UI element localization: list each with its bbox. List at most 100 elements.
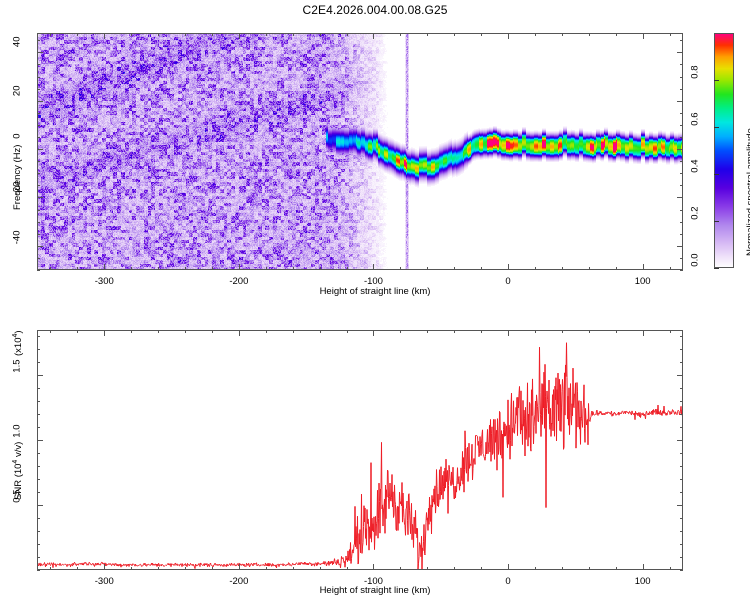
major-x-tick: [104, 33, 106, 39]
major-y-tick: [37, 100, 43, 102]
minor-x-tick: [211, 33, 213, 36]
minor-x-tick: [50, 33, 52, 36]
minor-x-tick: [400, 267, 402, 270]
minor-x-tick: [561, 267, 563, 270]
minor-y-tick: [680, 466, 683, 468]
minor-y-tick: [37, 466, 40, 468]
major-x-tick: [508, 264, 510, 270]
minor-x-tick: [346, 267, 348, 270]
major-x-tick: [642, 264, 644, 270]
colorbar-label: Normalized spectral amplitude: [745, 128, 750, 256]
minor-x-tick: [454, 330, 456, 333]
minor-x-tick: [454, 567, 456, 570]
minor-y-tick: [680, 173, 683, 175]
spectrogram-image: [37, 33, 683, 270]
minor-x-tick: [588, 33, 590, 36]
minor-y-tick: [680, 233, 683, 235]
minor-y-tick: [680, 76, 683, 78]
snr-x-axis-label: Height of straight line (km): [319, 585, 431, 596]
minor-y-tick: [37, 233, 40, 235]
minor-y-tick: [680, 88, 683, 90]
spectrogram-y-axis-label: Frequency (Hz): [12, 144, 23, 210]
minor-y-tick: [37, 124, 40, 126]
major-y-tick: [677, 245, 683, 247]
spectrogram-x-axis-label: Height of straight line (km): [319, 286, 431, 297]
minor-x-tick: [131, 33, 133, 36]
minor-x-tick: [481, 567, 483, 570]
colorbar-tick: [714, 268, 719, 269]
x-tick-label: 100: [634, 276, 651, 287]
minor-y-tick: [680, 570, 683, 571]
colorbar-tick-label: 0.6: [689, 112, 701, 126]
x-tick-label: 0: [505, 276, 511, 287]
minor-x-tick: [561, 33, 563, 36]
minor-x-tick: [185, 267, 187, 270]
minor-x-tick: [185, 33, 187, 36]
minor-x-tick: [561, 330, 563, 333]
minor-x-tick: [346, 33, 348, 36]
minor-y-tick: [680, 479, 683, 481]
major-y-tick: [677, 440, 683, 442]
minor-x-tick: [185, 330, 187, 333]
minor-x-tick: [319, 330, 321, 333]
minor-y-tick: [680, 257, 683, 259]
major-y-tick: [677, 52, 683, 54]
colorbar-tick-label: 0.2: [689, 206, 701, 220]
minor-x-tick: [319, 267, 321, 270]
minor-y-tick: [37, 185, 40, 187]
colorbar-tick: [714, 127, 719, 128]
minor-x-tick: [588, 567, 590, 570]
minor-x-tick: [77, 330, 79, 333]
minor-y-tick: [680, 221, 683, 223]
minor-x-tick: [77, 33, 79, 36]
x-tick-label: -200: [229, 276, 249, 287]
colorbar-tick-label: 0.8: [689, 65, 701, 79]
minor-y-tick: [37, 136, 40, 138]
minor-x-tick: [669, 330, 671, 333]
x-tick-label: -100: [363, 576, 383, 587]
minor-x-tick: [615, 33, 617, 36]
minor-y-tick: [680, 557, 683, 559]
minor-x-tick: [400, 330, 402, 333]
major-x-tick: [642, 33, 644, 39]
y-tick-label: 1.5: [11, 359, 23, 374]
minor-y-tick: [680, 401, 683, 403]
minor-x-tick: [615, 330, 617, 333]
minor-x-tick: [292, 567, 294, 570]
minor-y-tick: [37, 270, 40, 271]
minor-x-tick: [158, 33, 160, 36]
minor-x-tick: [265, 267, 267, 270]
major-x-tick: [508, 564, 510, 570]
minor-x-tick: [588, 330, 590, 333]
y-tick-label: 20: [11, 85, 23, 96]
major-x-tick: [104, 330, 106, 336]
major-x-tick: [104, 264, 106, 270]
minor-x-tick: [561, 567, 563, 570]
minor-x-tick: [50, 267, 52, 270]
major-y-tick: [37, 149, 43, 151]
colorbar-gradient: [714, 33, 734, 268]
minor-y-tick: [37, 453, 40, 455]
minor-x-tick: [427, 567, 429, 570]
minor-x-tick: [292, 330, 294, 333]
minor-y-tick: [680, 209, 683, 211]
minor-y-tick: [37, 76, 40, 78]
major-x-tick: [373, 33, 375, 39]
minor-y-tick: [680, 414, 683, 416]
minor-x-tick: [131, 267, 133, 270]
major-x-tick: [238, 264, 240, 270]
minor-x-tick: [77, 267, 79, 270]
major-x-tick: [238, 564, 240, 570]
colorbar-tick: [714, 174, 719, 175]
minor-x-tick: [454, 267, 456, 270]
major-x-tick: [238, 33, 240, 39]
minor-y-tick: [680, 124, 683, 126]
minor-x-tick: [292, 33, 294, 36]
minor-x-tick: [400, 33, 402, 36]
minor-x-tick: [669, 267, 671, 270]
y-tick-label: 40: [11, 36, 23, 48]
minor-x-tick: [481, 33, 483, 36]
minor-y-tick: [680, 492, 683, 494]
major-y-tick: [677, 197, 683, 199]
